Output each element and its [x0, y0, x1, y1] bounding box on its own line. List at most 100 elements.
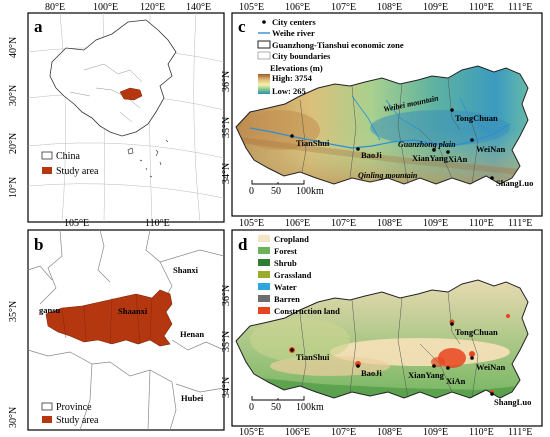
legend-label-water: Water [274, 282, 297, 292]
economic-zone-boundary-d [235, 279, 529, 399]
panel-c: City centers Weihe river Guanzhong-Tians… [221, 2, 543, 229]
panel-d-tick-bottom-1: 105°E [239, 427, 264, 437]
panel-c-tick-left-3: 34°N [221, 163, 232, 184]
city-baoji-c: BaoJi [361, 150, 382, 160]
panel-c-tick-top-3: 107°E [331, 2, 356, 13]
weihe-tributaries-c [351, 95, 491, 141]
legend-label-shrub: Shrub [274, 258, 297, 268]
city-dot-weinan-c [470, 138, 474, 142]
panel-a-tick-top-1: 80°E [45, 2, 65, 13]
legend-swatch-grassland [258, 271, 270, 278]
legend-elev-high: High: 3754 [272, 73, 313, 83]
panel-d-tick-left-3: 34°N [221, 377, 232, 398]
panel-a-tick-left-1: 40°N [8, 37, 19, 58]
legend-weihe-river: Weihe river [272, 28, 315, 38]
panel-c-tick-bottom-6: 110°E [469, 218, 494, 229]
panel-c-tick-left-1: 36°N [221, 71, 232, 92]
city-dot-weinan-d [470, 356, 474, 360]
panel-d: Cropland Forest Shrub Grassland Water Ba… [221, 229, 543, 437]
legend-label-grassland: Grassland [274, 270, 312, 280]
panel-c-tick-top-6: 110°E [469, 2, 494, 13]
panel-b: Shanxi Henan Hubei gansu Shaanxi Provinc… [8, 218, 225, 431]
panel-d-tick-bottom-2: 106°E [285, 427, 310, 437]
label-hubei: Hubei [181, 393, 204, 403]
label-qinling-mountain: Qinling mountain [358, 171, 418, 180]
legend-china-swatch [41, 151, 53, 160]
panel-d-letter: d [238, 235, 248, 254]
panel-d-tick-bottom-6: 110°E [469, 427, 494, 437]
city-dot-xianyang-d [432, 364, 436, 368]
panel-d-tick-bottom-7: 111°E [508, 427, 532, 437]
legend-study-area-b-label: Study area [56, 415, 99, 426]
south-china-sea-islands [127, 139, 169, 178]
panel-c-tick-bottom-1: 105°E [239, 218, 264, 229]
city-weinan-c: WeiNan [476, 144, 506, 154]
city-tianshui-d: TianShui [296, 352, 330, 362]
label-shanxi: Shanxi [173, 265, 199, 275]
city-dot-tianshui-d [290, 348, 294, 352]
panel-c-tick-bottom-4: 108°E [377, 218, 402, 229]
legend-swatch-cropland [258, 235, 270, 242]
panel-c-tick-top-7: 111°E [508, 2, 532, 13]
panel-c-frame [231, 12, 543, 217]
legend-label-cropland: Cropland [274, 234, 309, 244]
city-dot-tongchuan-d [450, 322, 454, 326]
legend-label-barren: Barren [274, 294, 300, 304]
panel-d-tick-left-1: 36°N [221, 285, 232, 306]
city-weinan-d: WeiNan [476, 362, 506, 372]
legend-city-dot [262, 20, 266, 24]
panel-a-tick-left-3: 20°N [8, 133, 19, 154]
panel-b-letter: b [34, 235, 43, 254]
scale-d-100: 100km [296, 402, 324, 413]
legend-swatch-barren [258, 295, 270, 302]
city-boundaries-c [299, 77, 479, 185]
panel-a-tick-top-3: 120°E [140, 2, 165, 13]
city-tianshui-c: TianShui [296, 138, 330, 148]
panel-d-tick-bottom-4: 108°E [377, 427, 402, 437]
legend-elevation-title: Elevations (m) [270, 63, 323, 73]
panel-c-tick-bottom-7: 111°E [508, 218, 532, 229]
study-area-in-province [45, 289, 173, 347]
legend-swatch-construction [258, 307, 270, 314]
label-guanzhong-plain: Guanzhong plain [398, 140, 456, 149]
panel-a-tick-left-4: 10°N [8, 177, 19, 198]
city-xianyang-d: XianYang [408, 370, 445, 380]
china-province-lines [69, 63, 143, 123]
panel-c-tick-bottom-5: 109°E [423, 218, 448, 229]
city-xian-d: XiAn [446, 376, 466, 386]
scale-c-100: 100km [296, 186, 324, 197]
city-shangluo-d: ShangLuo [494, 397, 531, 407]
city-tongchuan-c: TongChuan [455, 113, 498, 123]
city-xianyang-c: XianYang [412, 153, 449, 163]
city-xian-c: XiAn [448, 154, 468, 164]
panel-b-tick-top-2: 110°E [145, 218, 170, 229]
city-dot-xian-c [446, 150, 450, 154]
scale-d-50: 50 [271, 402, 281, 413]
panel-c-letter: c [238, 17, 246, 36]
legend-china-label: China [56, 151, 80, 162]
study-area-in-china [119, 87, 143, 101]
city-baoji-d: BaoJi [361, 368, 382, 378]
city-tongchuan-d: TongChuan [455, 327, 498, 337]
city-dot-xian-d [446, 366, 450, 370]
panel-d-tick-bottom-5: 109°E [423, 427, 448, 437]
scale-c-50: 50 [271, 186, 281, 197]
legend-boundary-swatch [257, 51, 271, 60]
scale-bar-c [251, 180, 305, 185]
legend-elevation-ramp [258, 74, 270, 94]
panel-d-frame [231, 229, 543, 427]
panel-c-tick-top-5: 109°E [423, 2, 448, 13]
legend-elev-low: Low: 265 [272, 86, 306, 96]
panel-b-frame [27, 229, 225, 431]
panel-a-tick-top-4: 140°E [186, 2, 211, 13]
panel-c-tick-bottom-2: 106°E [285, 218, 310, 229]
scale-bar-d [251, 396, 305, 401]
panel-b-tick-top-1: 105°E [64, 218, 89, 229]
panel-c-tick-bottom-3: 107°E [331, 218, 356, 229]
scale-d-0: 0 [249, 402, 254, 413]
study-area-city-lines [61, 293, 153, 345]
legend-city-centers: City centers [272, 17, 316, 27]
panel-c-tick-left-2: 35°N [221, 117, 232, 138]
